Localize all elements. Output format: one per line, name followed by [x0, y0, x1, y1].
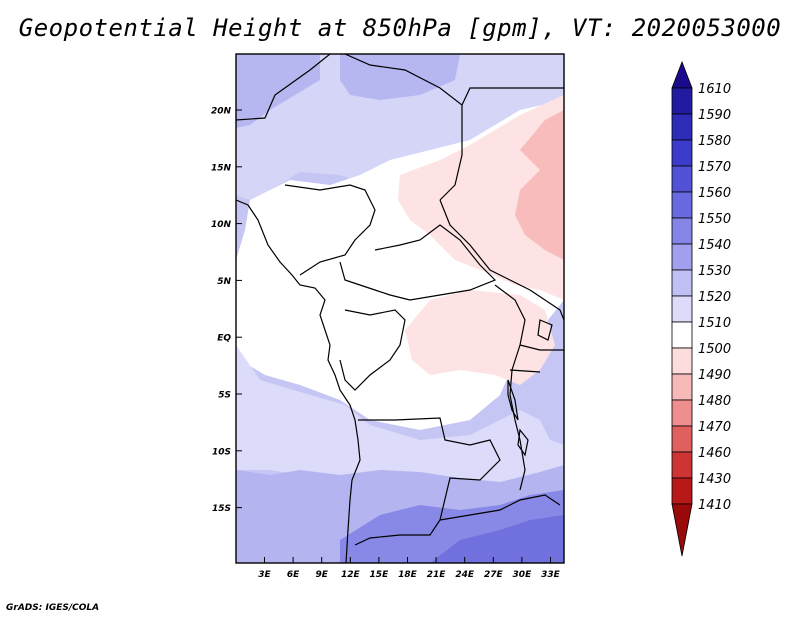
colorbar: 1610 1590 1580 1570 1560 1550 1540 1530 1520 1510… — [671, 60, 731, 557]
lat-tick-label: 15S — [212, 504, 231, 514]
colorbar-label: 1540 — [698, 238, 731, 253]
grads-credit: GrADS: IGES/COLA — [6, 603, 100, 613]
colorbar-box — [671, 165, 693, 193]
lon-tick-label: 6E — [287, 570, 300, 580]
lon-tick-label: 12E — [341, 570, 361, 580]
field-north-dark — [236, 54, 320, 128]
lon-tick-label: 9E — [315, 570, 328, 580]
border-chad-sudan — [461, 87, 564, 106]
colorbar-box — [671, 113, 693, 141]
border-nigeria — [284, 184, 376, 276]
border-niger-chad — [344, 54, 463, 201]
colorbar-label: 1520 — [698, 290, 731, 305]
field-pink-dark — [515, 110, 564, 260]
field-south-darker — [430, 515, 564, 563]
colorbar-box — [671, 373, 693, 401]
lon-tick-label: 27E — [484, 570, 504, 580]
colorbar-label: 1560 — [698, 186, 731, 201]
colorbar-box — [671, 399, 693, 427]
map-frame — [235, 53, 565, 564]
border-drc-east — [494, 284, 526, 491]
colorbar-label: 1470 — [698, 420, 731, 435]
lat-tick-label: 15N — [211, 163, 232, 173]
lat-tick-label: 5S — [218, 391, 231, 401]
border-car — [339, 224, 497, 301]
borders — [236, 54, 564, 563]
colorbar-box — [671, 243, 693, 271]
colorbar-label: 1550 — [698, 212, 731, 227]
colorbar-label: 1590 — [698, 108, 731, 123]
colorbar-label: 1510 — [698, 316, 731, 331]
colorbar-top-arrow — [671, 60, 693, 89]
colorbar-box — [671, 295, 693, 323]
colorbar-box — [671, 139, 693, 167]
colorbar-box — [671, 347, 693, 375]
border-east — [509, 289, 564, 373]
lat-tick-label: 10S — [212, 447, 231, 457]
colorbar-label: 1460 — [698, 446, 731, 461]
longitude-axis: 3E 6E 9E 12E 15E 18E 21E 24E 27E 30E 33E — [258, 557, 561, 580]
lakes — [507, 319, 553, 457]
colorbar-box — [671, 269, 693, 297]
colorbar-label: 1410 — [698, 498, 731, 513]
colorbar-label: 1490 — [698, 368, 731, 383]
colorbar-box — [671, 425, 693, 453]
map-title: Geopotential Height at 850hPa [gpm], VT:… — [18, 14, 782, 42]
colorbar-label: 1610 — [698, 82, 731, 97]
lon-tick-label: 33E — [541, 570, 561, 580]
colorbar-label: 1570 — [698, 160, 731, 175]
lon-tick-label: 15E — [370, 570, 390, 580]
colorbar-label: 1530 — [698, 264, 731, 279]
lon-tick-label: 30E — [513, 570, 533, 580]
height-field — [236, 54, 564, 563]
lat-tick-label: EQ — [217, 334, 231, 344]
colorbar-label: 1430 — [698, 472, 731, 487]
border-congo — [339, 309, 406, 391]
lat-tick-label: 10N — [211, 220, 232, 230]
field-south-light — [236, 345, 564, 485]
colorbar-box — [671, 217, 693, 245]
colorbar-box — [671, 321, 693, 349]
border-zambia — [439, 494, 561, 521]
border-angola — [354, 417, 501, 546]
colorbar-label: 1480 — [698, 394, 731, 409]
lat-tick-label: 20N — [211, 107, 232, 117]
field-north-light — [236, 54, 564, 200]
coastline-west — [236, 199, 361, 563]
lon-tick-label: 24E — [455, 570, 475, 580]
lon-tick-label: 3E — [258, 570, 271, 580]
colorbar-box — [671, 451, 693, 479]
colorbar-box — [671, 191, 693, 219]
colorbar-label: 1500 — [698, 342, 731, 357]
colorbar-box — [671, 477, 693, 505]
colorbar-bottom-arrow — [671, 503, 693, 557]
field-pink-ne — [398, 95, 564, 300]
border-sahel — [236, 54, 331, 121]
border-sudan — [439, 199, 531, 291]
lon-tick-label: 18E — [398, 570, 418, 580]
lon-tick-label: 21E — [427, 570, 447, 580]
colorbar-label: 1580 — [698, 134, 731, 149]
lat-tick-label: 5N — [217, 277, 231, 287]
latitude-axis: 20N 15N 10N 5N EQ 5S 10S 15S — [211, 107, 242, 514]
field-pink-congo — [405, 290, 555, 385]
colorbar-box — [671, 87, 693, 115]
